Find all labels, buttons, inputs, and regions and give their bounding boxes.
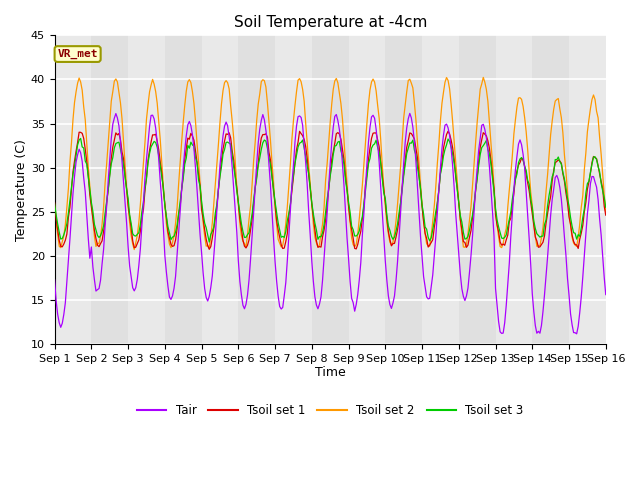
Tsoil set 1 [366, 145, 374, 151]
Tsoil set 1 [205, 246, 213, 252]
Tsoil set 2 [538, 235, 545, 240]
Tsoil set 3 [386, 228, 394, 233]
Tsoil set 2 [66, 159, 74, 165]
Tsoil set 3 [538, 233, 545, 239]
Tsoil set 2 [51, 205, 58, 211]
Tair [536, 330, 544, 336]
Tair [51, 277, 58, 283]
Tsoil set 1 [444, 128, 452, 134]
Bar [349, 36, 385, 344]
Bar [128, 36, 165, 344]
Tsoil set 2 [385, 230, 392, 236]
Tsoil set 3 [368, 145, 376, 151]
Tsoil set 1 [602, 212, 609, 218]
Line: Tsoil set 3: Tsoil set 3 [54, 138, 605, 242]
Bar [422, 36, 459, 344]
Tsoil set 1 [385, 228, 392, 234]
Tsoil set 3 [51, 201, 58, 207]
Tsoil set 2 [366, 87, 374, 93]
Tair [66, 236, 74, 242]
Tair [573, 331, 580, 336]
Bar [202, 36, 238, 344]
Legend: Tair, Tsoil set 1, Tsoil set 2, Tsoil set 3: Tair, Tsoil set 1, Tsoil set 2, Tsoil se… [132, 399, 529, 421]
Title: Soil Temperature at -4cm: Soil Temperature at -4cm [234, 15, 427, 30]
Tsoil set 3 [155, 153, 163, 158]
Tsoil set 1 [538, 242, 545, 248]
Tsoil set 3 [205, 239, 213, 245]
Tsoil set 3 [398, 187, 406, 193]
Tsoil set 2 [397, 163, 404, 169]
Tsoil set 2 [479, 74, 487, 80]
Tsoil set 1 [51, 200, 58, 205]
Tsoil set 1 [66, 204, 74, 210]
Tsoil set 2 [602, 209, 609, 215]
Line: Tsoil set 2: Tsoil set 2 [54, 77, 605, 250]
Tsoil set 3 [77, 135, 84, 141]
Line: Tair: Tair [54, 113, 605, 334]
Bar [495, 36, 532, 344]
Bar [54, 36, 92, 344]
Tair [396, 234, 403, 240]
Text: VR_met: VR_met [58, 49, 98, 59]
Tair [406, 110, 413, 116]
Tair [154, 139, 161, 145]
Line: Tsoil set 1: Tsoil set 1 [54, 131, 605, 249]
Bar [569, 36, 605, 344]
Bar [275, 36, 312, 344]
Tsoil set 1 [154, 138, 161, 144]
Tsoil set 1 [397, 200, 404, 205]
Tsoil set 3 [602, 204, 609, 210]
Tsoil set 3 [66, 198, 74, 204]
Tair [602, 292, 609, 298]
Tair [383, 277, 390, 283]
Tsoil set 2 [131, 247, 138, 252]
Tair [365, 139, 372, 145]
Tsoil set 2 [155, 119, 163, 124]
X-axis label: Time: Time [315, 366, 346, 379]
Y-axis label: Temperature (C): Temperature (C) [15, 139, 28, 240]
